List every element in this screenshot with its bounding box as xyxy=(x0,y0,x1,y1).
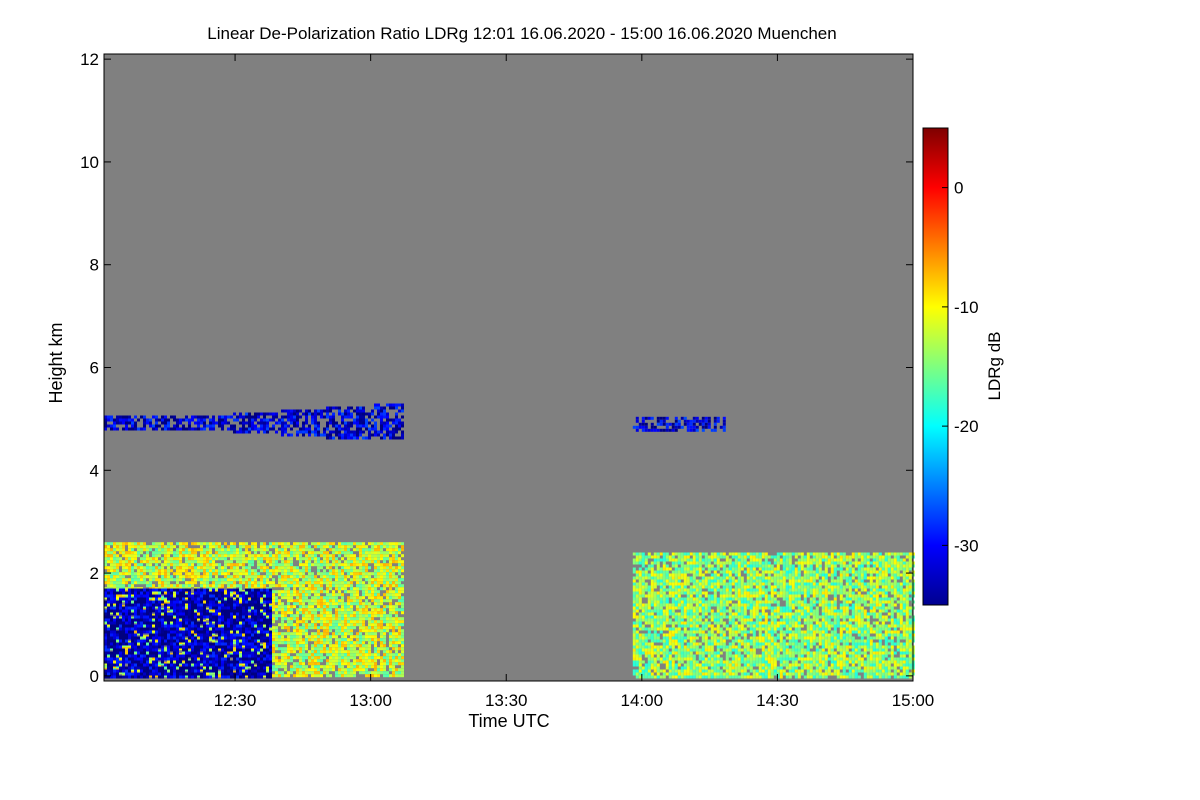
x-axis: 12:30 13:00 13:30 14:00 14:30 15:00 xyxy=(214,54,934,710)
plot-area xyxy=(104,54,915,681)
y-tick-label: 0 xyxy=(90,667,99,686)
y-axis: 0 2 4 6 8 10 12 xyxy=(80,50,913,686)
colorbar xyxy=(922,127,949,606)
region-aerosol-low-depol xyxy=(104,588,272,679)
x-tick-label: 12:30 xyxy=(214,691,257,710)
x-tick-label: 14:00 xyxy=(621,691,664,710)
y-tick-label: 8 xyxy=(90,256,99,275)
y-axis-label: Height km xyxy=(46,322,66,403)
y-tick-label: 10 xyxy=(80,153,99,172)
x-tick-label: 13:30 xyxy=(485,691,528,710)
colorbar-ticks: 0 -10 -20 -30 xyxy=(942,179,979,555)
colorbar-tick-label: 0 xyxy=(954,179,963,198)
x-axis-label: Time UTC xyxy=(468,711,549,731)
y-tick-label: 6 xyxy=(90,359,99,378)
y-tick-label: 2 xyxy=(90,564,99,583)
x-tick-label: 15:00 xyxy=(892,691,935,710)
y-tick-label: 12 xyxy=(80,50,99,69)
colorbar-tick-label: -20 xyxy=(954,417,979,436)
colorbar-label: LDRg dB xyxy=(985,332,1004,401)
chart-title: Linear De-Polarization Ratio LDRg 12:01 … xyxy=(207,24,836,43)
region-cirrus-layer xyxy=(104,403,404,440)
region-cirrus-remnants xyxy=(632,416,726,432)
colorbar-tick-label: -30 xyxy=(954,536,979,555)
y-tick-label: 4 xyxy=(90,461,99,480)
x-tick-label: 14:30 xyxy=(756,691,799,710)
region-boundary-layer xyxy=(632,552,915,679)
x-tick-label: 13:00 xyxy=(349,691,392,710)
colorbar-tick-label: -10 xyxy=(954,298,979,317)
